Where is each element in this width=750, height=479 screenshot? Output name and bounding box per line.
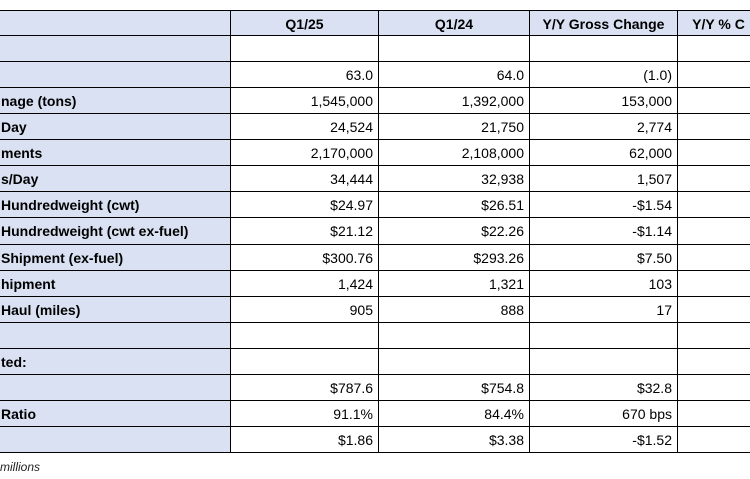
value-cell: $24.97 (231, 192, 379, 219)
value-cell: $1.86 (231, 426, 379, 453)
value-cell: 34,444 (231, 166, 379, 193)
value-cell: (1.0) (530, 62, 678, 89)
value-cell (678, 140, 750, 167)
value-cell: $22.26 (379, 218, 530, 245)
value-cell: 2,774 (530, 114, 678, 141)
header-cell: Q1/25 (231, 10, 379, 37)
value-cell: -$1.14 (530, 218, 678, 245)
value-cell: -$1.52 (530, 426, 678, 453)
value-cell (678, 114, 750, 141)
row-label: hipment (0, 270, 231, 297)
value-cell (678, 375, 750, 401)
value-cell: 888 (379, 296, 530, 323)
value-cell: 1,545,000 (231, 88, 379, 115)
value-cell: -$1.54 (530, 192, 678, 219)
value-cell (678, 88, 750, 115)
value-cell: 24,524 (231, 114, 379, 141)
value-cell (678, 36, 750, 63)
value-cell: 17 (530, 296, 678, 323)
row-label: Shipment (ex-fuel) (0, 244, 231, 271)
value-cell (678, 166, 750, 193)
value-cell: 1,507 (530, 166, 678, 193)
value-cell (379, 322, 530, 349)
value-cell (231, 322, 379, 349)
value-cell: 905 (231, 296, 379, 323)
header-cell: Y/Y % C (678, 10, 750, 37)
value-cell: 84.4% (379, 400, 530, 427)
value-cell: $21.12 (231, 218, 379, 245)
row-label: ments (0, 140, 231, 167)
value-cell (530, 36, 678, 63)
row-label (0, 322, 231, 349)
value-cell: $300.76 (231, 244, 379, 271)
row-label: s/Day (0, 166, 231, 193)
value-cell (678, 401, 750, 427)
row-label (0, 374, 231, 401)
row-label: Ratio (0, 400, 231, 427)
value-cell (678, 427, 750, 453)
value-cell: 2,170,000 (231, 140, 379, 167)
value-cell: 153,000 (530, 88, 678, 115)
row-label: ted: (0, 348, 231, 375)
footnote: millions (0, 460, 41, 474)
row-label (0, 36, 231, 63)
value-cell (379, 36, 530, 63)
value-cell (678, 323, 750, 349)
value-cell: $7.50 (530, 244, 678, 271)
header-cell: Y/Y Gross Change (530, 10, 678, 37)
row-label: Haul (miles) (0, 296, 231, 323)
value-cell (678, 62, 750, 89)
value-cell: 2,108,000 (379, 140, 530, 167)
value-cell: 103 (530, 270, 678, 297)
value-cell: $26.51 (379, 192, 530, 219)
header-cell: Q1/24 (379, 10, 530, 37)
value-cell: 32,938 (379, 166, 530, 193)
value-cell (379, 348, 530, 375)
value-cell (678, 192, 750, 219)
value-cell: 21,750 (379, 114, 530, 141)
value-cell (231, 348, 379, 375)
value-cell: 670 bps (530, 400, 678, 427)
value-cell (678, 271, 750, 297)
header-cell (0, 10, 231, 37)
row-label (0, 62, 231, 89)
value-cell: 1,424 (231, 270, 379, 297)
value-cell (678, 297, 750, 323)
value-cell (530, 348, 678, 375)
row-label: Hundredweight (cwt) (0, 192, 231, 219)
value-cell: $32.8 (530, 374, 678, 401)
value-cell: $3.38 (379, 426, 530, 453)
value-cell: 1,321 (379, 270, 530, 297)
value-cell: $787.6 (231, 374, 379, 401)
value-cell: $293.26 (379, 244, 530, 271)
value-cell: 63.0 (231, 62, 379, 89)
value-cell: 64.0 (379, 62, 530, 89)
value-cell (530, 322, 678, 349)
value-cell (678, 218, 750, 245)
value-cell: 91.1% (231, 400, 379, 427)
value-cell: $754.8 (379, 374, 530, 401)
value-cell: 1,392,000 (379, 88, 530, 115)
row-label: Day (0, 114, 231, 141)
row-label (0, 426, 231, 453)
value-cell (678, 349, 750, 375)
row-label: Hundredweight (cwt ex-fuel) (0, 218, 231, 245)
row-label: nage (tons) (0, 88, 231, 115)
value-cell: 62,000 (530, 140, 678, 167)
value-cell (231, 36, 379, 63)
value-cell (678, 245, 750, 271)
